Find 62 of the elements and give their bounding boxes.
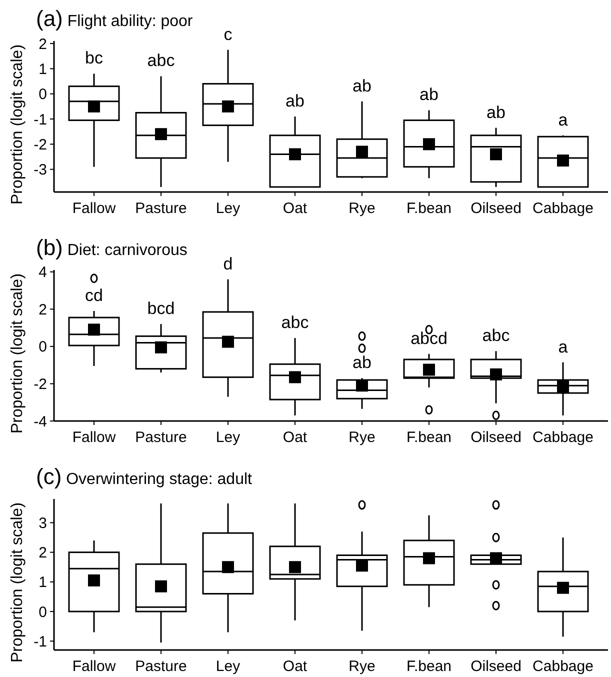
chart-title: (b) Diet: carnivorous [36, 235, 188, 260]
annotation: bcd [147, 299, 175, 318]
y-tick-label: -2 [34, 376, 47, 393]
x-tick-label: Fallow [72, 429, 116, 446]
chart-title: (c) Overwintering stage: adult [36, 464, 253, 489]
annotation: abcd [410, 328, 448, 348]
y-axis-title: Proportion (logit scale) [9, 502, 26, 663]
y-tick-label: 2 [38, 544, 47, 562]
annotation: ab [352, 76, 372, 96]
x-tick-label: Pasture [135, 200, 187, 217]
y-axis-title: Proportion (logit scale) [9, 273, 26, 434]
y-tick-label: 1 [38, 574, 47, 592]
x-tick-label: Oilseed [470, 658, 522, 675]
x-tick-label: Oat [282, 200, 308, 217]
annotation: ab [286, 92, 304, 110]
annotation: a [558, 110, 568, 130]
x-tick-label: F.bean [406, 658, 452, 675]
annotation: ab [486, 102, 506, 122]
x-tick-label: Fallow [72, 658, 116, 675]
x-tick-label: Rye [348, 200, 376, 217]
x-tick-label: Cabbage [532, 429, 594, 446]
x-tick-label: Oilseed [470, 200, 522, 217]
y-tick-label: 3 [38, 514, 47, 532]
x-tick-label: Oat [282, 658, 308, 675]
y-axis-title: Proportion (logit scale) [9, 44, 26, 205]
annotation: abc [147, 51, 176, 70]
y-tick-label: -2 [34, 136, 47, 154]
y-tick-label: 4 [38, 264, 47, 282]
x-tick-label: Ley [216, 658, 241, 675]
annotation: bc [85, 48, 104, 68]
annotation: ab [420, 85, 438, 104]
x-tick-label: Oilseed [470, 429, 522, 446]
x-tick-label: Cabbage [532, 658, 594, 675]
x-tick-label: Fallow [72, 200, 116, 217]
x-tick-label: F.bean [406, 200, 452, 217]
x-tick-label: Pasture [135, 429, 187, 446]
x-tick-label: Ley [216, 429, 241, 446]
annotation: ab [352, 353, 372, 372]
x-tick-label: Rye [348, 429, 376, 446]
annotation: abc [482, 326, 510, 346]
x-tick-label: Pasture [135, 658, 187, 675]
x-tick-label: Oat [282, 429, 308, 446]
annotation: c [224, 24, 233, 44]
chart-title: (a) Flight ability: poor [36, 6, 194, 31]
x-tick-label: F.bean [406, 429, 452, 446]
annotation: cd [85, 286, 103, 306]
y-tick-label: 0 [38, 338, 47, 356]
x-tick-label: Rye [348, 658, 376, 675]
x-tick-label: Ley [216, 200, 241, 217]
y-tick-label: -4 [34, 413, 47, 430]
annotation: abc [281, 313, 310, 332]
y-tick-label: 0 [38, 86, 47, 104]
y-tick-label: 1 [38, 60, 47, 78]
y-tick-label: 0 [38, 604, 47, 621]
annotation: d [223, 254, 233, 274]
x-tick-label: Cabbage [532, 200, 594, 217]
annotation: a [558, 337, 568, 356]
y-tick-label: -1 [34, 111, 47, 128]
y-tick-label: 2 [38, 301, 47, 318]
y-tick-label: -3 [34, 162, 47, 179]
y-tick-label: 2 [38, 36, 47, 53]
y-tick-label: -1 [34, 633, 47, 650]
